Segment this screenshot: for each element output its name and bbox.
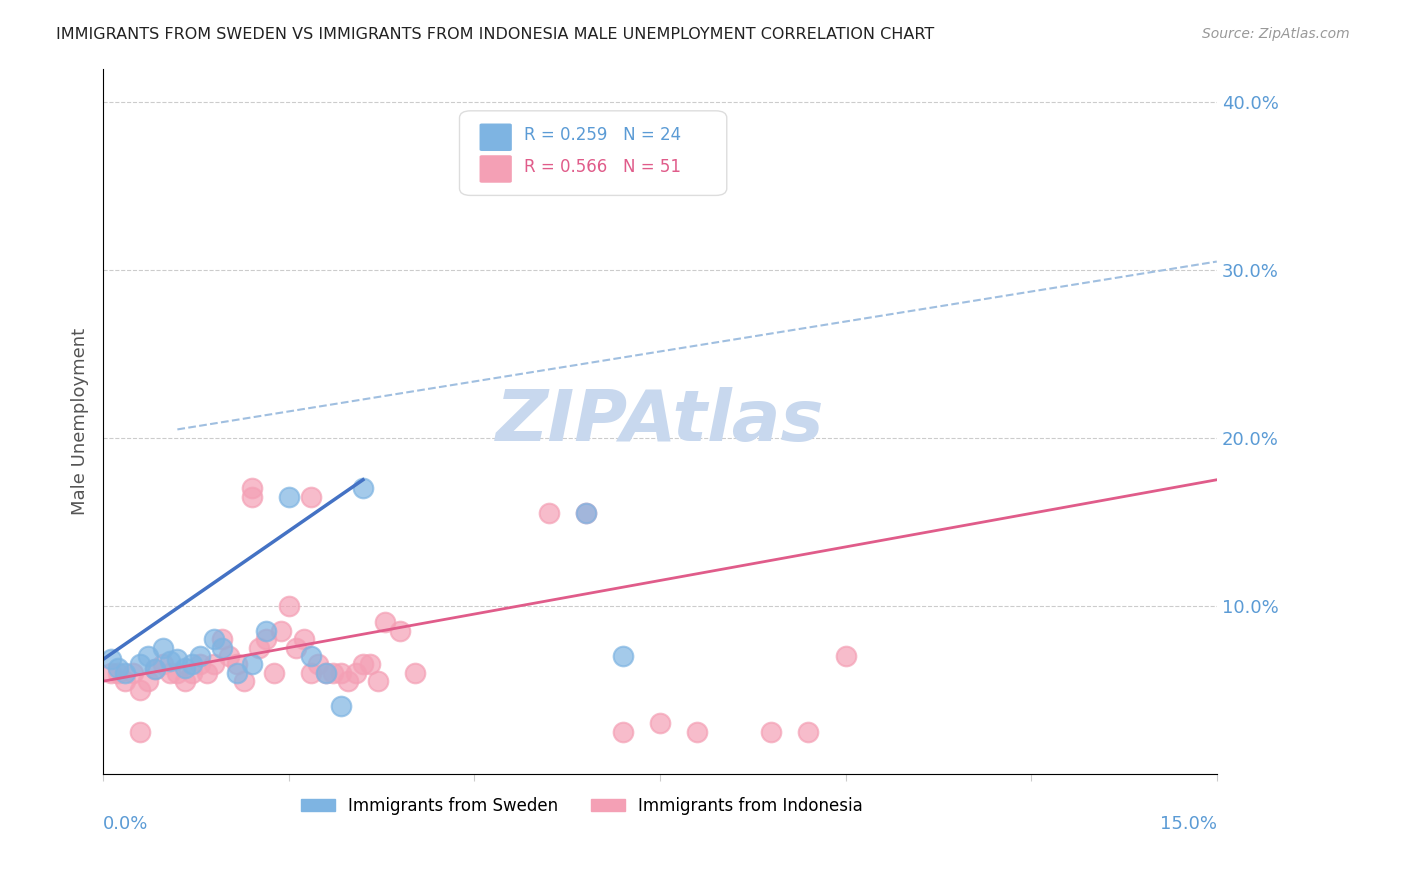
Point [195, 665, 218, 680]
Point [240, 490, 263, 504]
Point [322, 665, 344, 680]
Point [121, 665, 143, 680]
Point [648, 716, 671, 731]
Point [136, 648, 159, 663]
Point [270, 624, 292, 638]
Point [307, 657, 329, 672]
Point [107, 661, 129, 675]
Legend: Immigrants from Sweden, Immigrants from Indonesia: Immigrants from Sweden, Immigrants from … [295, 790, 869, 822]
Point [143, 662, 166, 676]
Point [143, 662, 166, 676]
Point [166, 665, 188, 680]
Point [211, 640, 233, 655]
Point [575, 506, 598, 520]
Point [263, 665, 285, 680]
Point [129, 657, 152, 672]
FancyBboxPatch shape [479, 155, 512, 183]
FancyBboxPatch shape [460, 111, 727, 195]
Point [218, 648, 240, 663]
Point [211, 632, 233, 647]
FancyBboxPatch shape [479, 123, 512, 151]
Point [159, 654, 181, 668]
Point [612, 724, 634, 739]
Point [247, 640, 270, 655]
Point [329, 699, 352, 714]
Point [233, 674, 256, 689]
Point [240, 481, 263, 495]
Point [337, 674, 360, 689]
Point [204, 632, 226, 647]
Point [404, 665, 426, 680]
Text: R = 0.259   N = 24: R = 0.259 N = 24 [524, 127, 682, 145]
Point [315, 665, 337, 680]
Point [173, 661, 195, 675]
Point [152, 640, 174, 655]
Point [129, 682, 152, 697]
Point [166, 652, 188, 666]
Point [367, 674, 389, 689]
Point [612, 648, 634, 663]
Point [292, 632, 315, 647]
Point [114, 674, 136, 689]
Point [537, 506, 560, 520]
Point [299, 648, 322, 663]
Point [277, 599, 299, 613]
Y-axis label: Male Unemployment: Male Unemployment [72, 327, 89, 515]
Point [225, 657, 247, 672]
Point [277, 490, 299, 504]
Text: 15.0%: 15.0% [1160, 815, 1216, 833]
Text: 0.0%: 0.0% [103, 815, 149, 833]
Point [159, 665, 181, 680]
Point [204, 657, 226, 672]
Point [256, 624, 278, 638]
Text: Source: ZipAtlas.com: Source: ZipAtlas.com [1202, 27, 1350, 41]
Text: ZIPAtlas: ZIPAtlas [496, 386, 824, 456]
Point [240, 657, 263, 672]
Point [352, 481, 374, 495]
Point [100, 665, 122, 680]
Point [299, 490, 322, 504]
Point [761, 724, 783, 739]
Point [256, 632, 278, 647]
Point [374, 615, 396, 630]
Point [575, 506, 598, 520]
Point [299, 665, 322, 680]
Point [389, 624, 412, 638]
Point [129, 724, 152, 739]
Point [315, 665, 337, 680]
Point [344, 665, 367, 680]
Point [181, 665, 204, 680]
Point [100, 652, 122, 666]
Point [181, 657, 204, 672]
Point [152, 657, 174, 672]
Point [136, 674, 159, 689]
Text: R = 0.566   N = 51: R = 0.566 N = 51 [524, 158, 681, 177]
Point [107, 665, 129, 680]
Point [114, 665, 136, 680]
Point [285, 640, 308, 655]
Point [686, 724, 709, 739]
Point [352, 657, 374, 672]
Point [359, 657, 381, 672]
Point [797, 724, 820, 739]
Point [173, 674, 195, 689]
Point [188, 657, 211, 672]
Point [329, 665, 352, 680]
Point [188, 648, 211, 663]
Point [834, 648, 856, 663]
Text: IMMIGRANTS FROM SWEDEN VS IMMIGRANTS FROM INDONESIA MALE UNEMPLOYMENT CORRELATIO: IMMIGRANTS FROM SWEDEN VS IMMIGRANTS FRO… [56, 27, 935, 42]
Point [225, 665, 247, 680]
